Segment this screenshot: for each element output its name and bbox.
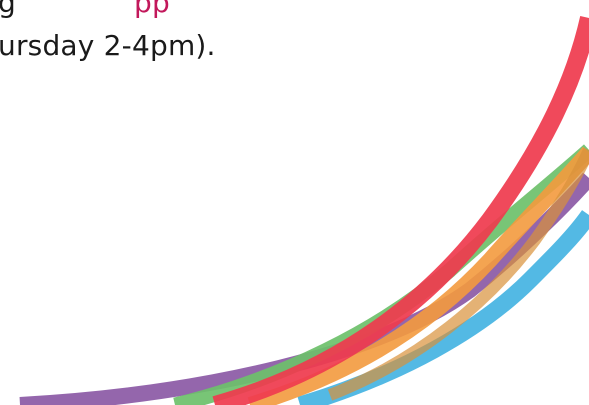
orange-stripe: [247, 146, 589, 405]
body-text-line-2: ursday 2-4pm).: [0, 29, 216, 63]
body-text-line-1: g pp: [0, 0, 170, 20]
opening-hours-text: ursday 2-4pm).: [0, 29, 216, 62]
text-fragment-start: g: [0, 0, 16, 19]
appointment-link-fragment[interactable]: pp: [133, 0, 170, 19]
red-stripe: [212, 16, 589, 405]
gold-stripe: [327, 147, 589, 401]
